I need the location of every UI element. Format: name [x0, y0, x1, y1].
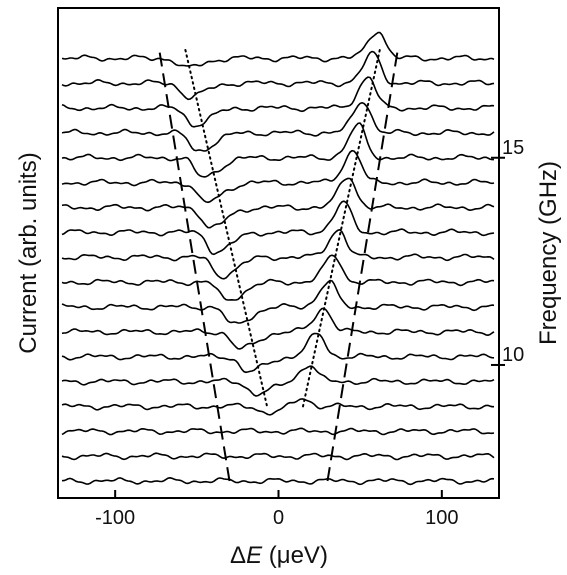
x-tick-labels: -100 0 100 [95, 507, 458, 529]
x-tick-label: 100 [425, 507, 458, 529]
current-trace [61, 102, 495, 152]
current-trace [61, 31, 495, 67]
y2-tick-labels: 10 15 [502, 137, 524, 366]
current-trace [61, 200, 495, 256]
x-axis-label-symbol: Δ [230, 542, 246, 569]
current-trace [61, 279, 495, 324]
dotted-guide-line [184, 49, 269, 408]
dotted-guide-line [302, 49, 381, 408]
current-trace [61, 122, 494, 178]
x-tick-label: -100 [95, 507, 135, 529]
x-axis-label-variable: E [246, 542, 263, 569]
current-trace [61, 452, 495, 461]
y2-axis-label: Frequency (GHz) [535, 161, 562, 345]
x-axis-label-unit: (μeV) [262, 542, 328, 569]
current-trace [61, 365, 495, 397]
x-axis-label: ΔE (μeV) [230, 542, 328, 569]
x-tick-label: 0 [273, 507, 284, 529]
current-trace [61, 427, 495, 436]
current-trace [61, 477, 495, 486]
current-trace [61, 307, 495, 350]
y2-tick-label: 10 [502, 344, 524, 366]
current-trace [61, 229, 495, 280]
guide-lines [158, 49, 399, 482]
current-trace [61, 398, 494, 416]
y2-tick-label: 15 [502, 137, 524, 159]
current-trace [61, 177, 495, 229]
current-trace [61, 332, 495, 374]
current-trace [61, 50, 495, 101]
y-axis-label: Current (arb. units) [15, 152, 42, 353]
current-trace [61, 254, 495, 301]
dashed-guide-line [326, 49, 399, 482]
current-traces [61, 31, 495, 486]
current-trace [61, 149, 495, 204]
dashed-guide-line [158, 49, 231, 482]
current-trace [61, 76, 495, 128]
plot-frame [57, 7, 500, 499]
tick-marks [114, 156, 505, 498]
